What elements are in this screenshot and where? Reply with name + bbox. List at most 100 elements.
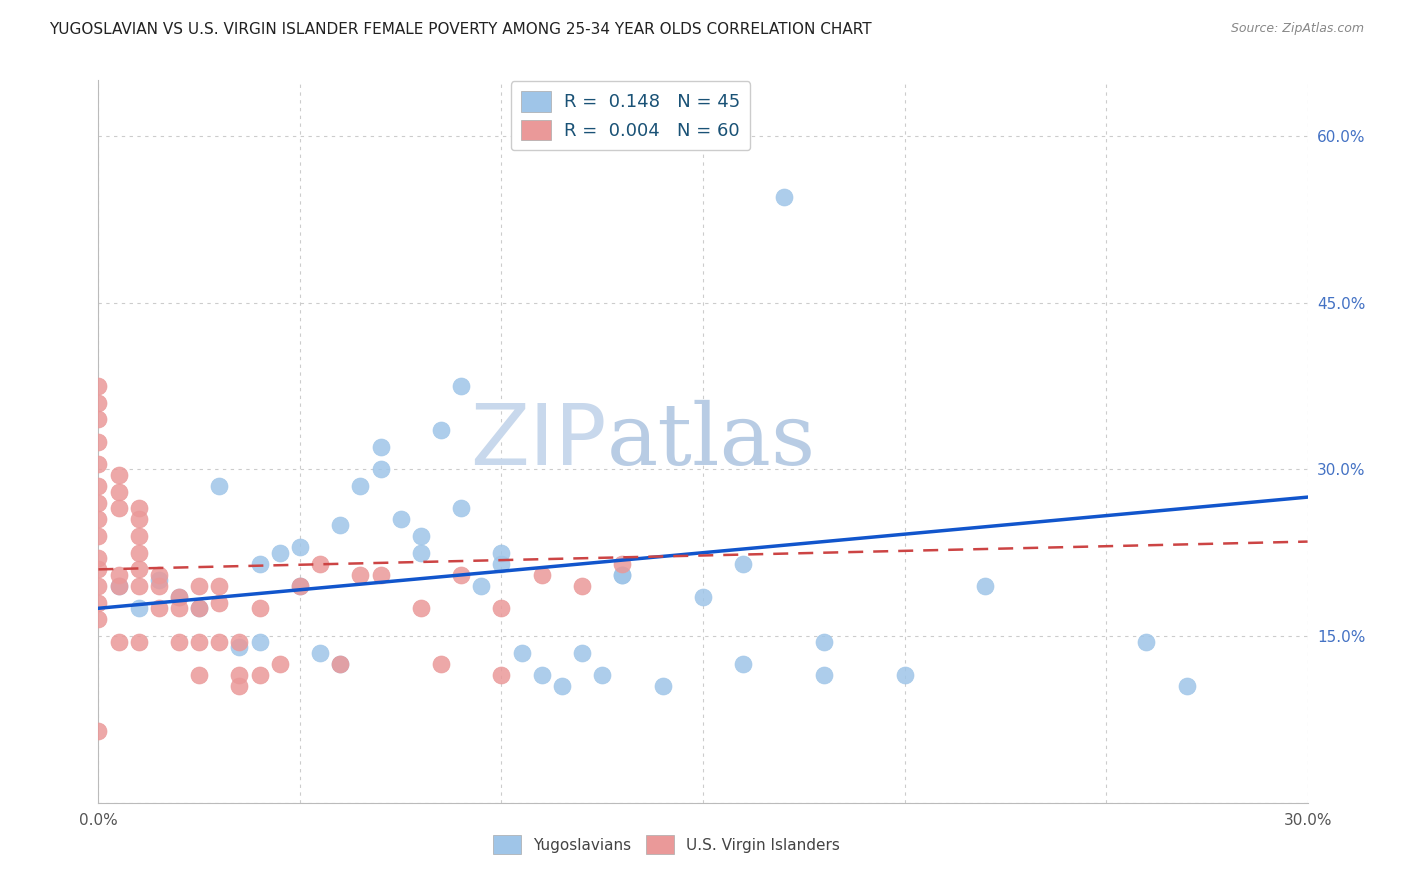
Point xyxy=(249,601,271,615)
Point xyxy=(249,557,271,571)
Point xyxy=(491,557,513,571)
Point xyxy=(208,634,231,648)
Point xyxy=(188,601,211,615)
Point xyxy=(349,568,371,582)
Point xyxy=(772,190,794,204)
Point xyxy=(733,657,755,671)
Point xyxy=(249,634,271,648)
Point xyxy=(107,634,129,648)
Point xyxy=(228,640,250,655)
Point xyxy=(87,579,110,593)
Text: Source: ZipAtlas.com: Source: ZipAtlas.com xyxy=(1230,22,1364,36)
Point xyxy=(370,462,392,476)
Point xyxy=(288,579,311,593)
Point xyxy=(349,479,371,493)
Point xyxy=(813,668,835,682)
Point xyxy=(974,579,997,593)
Point xyxy=(148,579,170,593)
Point xyxy=(571,579,593,593)
Point xyxy=(309,646,332,660)
Point xyxy=(1175,679,1198,693)
Point xyxy=(510,646,533,660)
Point xyxy=(188,601,211,615)
Point xyxy=(107,579,129,593)
Point xyxy=(107,484,129,499)
Point xyxy=(409,529,432,543)
Legend: Yugoslavians, U.S. Virgin Islanders: Yugoslavians, U.S. Virgin Islanders xyxy=(488,830,846,860)
Point xyxy=(309,557,332,571)
Point xyxy=(208,479,231,493)
Point xyxy=(692,590,714,604)
Text: ZIP: ZIP xyxy=(470,400,606,483)
Point xyxy=(329,517,352,532)
Point xyxy=(128,546,150,560)
Point xyxy=(551,679,574,693)
Point xyxy=(228,634,250,648)
Point xyxy=(87,496,110,510)
Point xyxy=(128,529,150,543)
Point xyxy=(450,568,472,582)
Point xyxy=(87,723,110,738)
Point xyxy=(370,440,392,454)
Point xyxy=(188,634,211,648)
Point xyxy=(128,512,150,526)
Point xyxy=(167,590,190,604)
Point xyxy=(107,579,129,593)
Point xyxy=(228,679,250,693)
Point xyxy=(813,634,835,648)
Point xyxy=(370,568,392,582)
Point xyxy=(430,424,453,438)
Point xyxy=(530,568,553,582)
Point xyxy=(612,557,634,571)
Point xyxy=(87,434,110,449)
Point xyxy=(249,668,271,682)
Point xyxy=(148,574,170,588)
Point xyxy=(87,457,110,471)
Point xyxy=(87,395,110,409)
Point xyxy=(87,412,110,426)
Point xyxy=(491,546,513,560)
Text: atlas: atlas xyxy=(606,400,815,483)
Point xyxy=(107,501,129,516)
Point xyxy=(87,596,110,610)
Point xyxy=(530,668,553,682)
Point xyxy=(612,568,634,582)
Point xyxy=(107,467,129,482)
Point xyxy=(228,668,250,682)
Point xyxy=(128,634,150,648)
Point xyxy=(329,657,352,671)
Point xyxy=(167,601,190,615)
Point xyxy=(430,657,453,671)
Point xyxy=(167,590,190,604)
Point xyxy=(208,596,231,610)
Point xyxy=(188,668,211,682)
Point xyxy=(87,479,110,493)
Point xyxy=(188,579,211,593)
Point xyxy=(651,679,673,693)
Point xyxy=(87,379,110,393)
Point xyxy=(450,379,472,393)
Point xyxy=(591,668,613,682)
Point xyxy=(409,546,432,560)
Point xyxy=(491,601,513,615)
Point xyxy=(148,568,170,582)
Point xyxy=(491,668,513,682)
Point xyxy=(269,657,291,671)
Point xyxy=(733,557,755,571)
Point xyxy=(571,646,593,660)
Point xyxy=(87,529,110,543)
Point xyxy=(87,512,110,526)
Point xyxy=(128,562,150,576)
Point xyxy=(269,546,291,560)
Point xyxy=(389,512,412,526)
Point xyxy=(612,568,634,582)
Point xyxy=(470,579,492,593)
Point xyxy=(1135,634,1157,648)
Point xyxy=(148,601,170,615)
Point xyxy=(450,501,472,516)
Point xyxy=(208,579,231,593)
Point xyxy=(87,551,110,566)
Point xyxy=(288,540,311,554)
Text: YUGOSLAVIAN VS U.S. VIRGIN ISLANDER FEMALE POVERTY AMONG 25-34 YEAR OLDS CORRELA: YUGOSLAVIAN VS U.S. VIRGIN ISLANDER FEMA… xyxy=(49,22,872,37)
Point xyxy=(128,501,150,516)
